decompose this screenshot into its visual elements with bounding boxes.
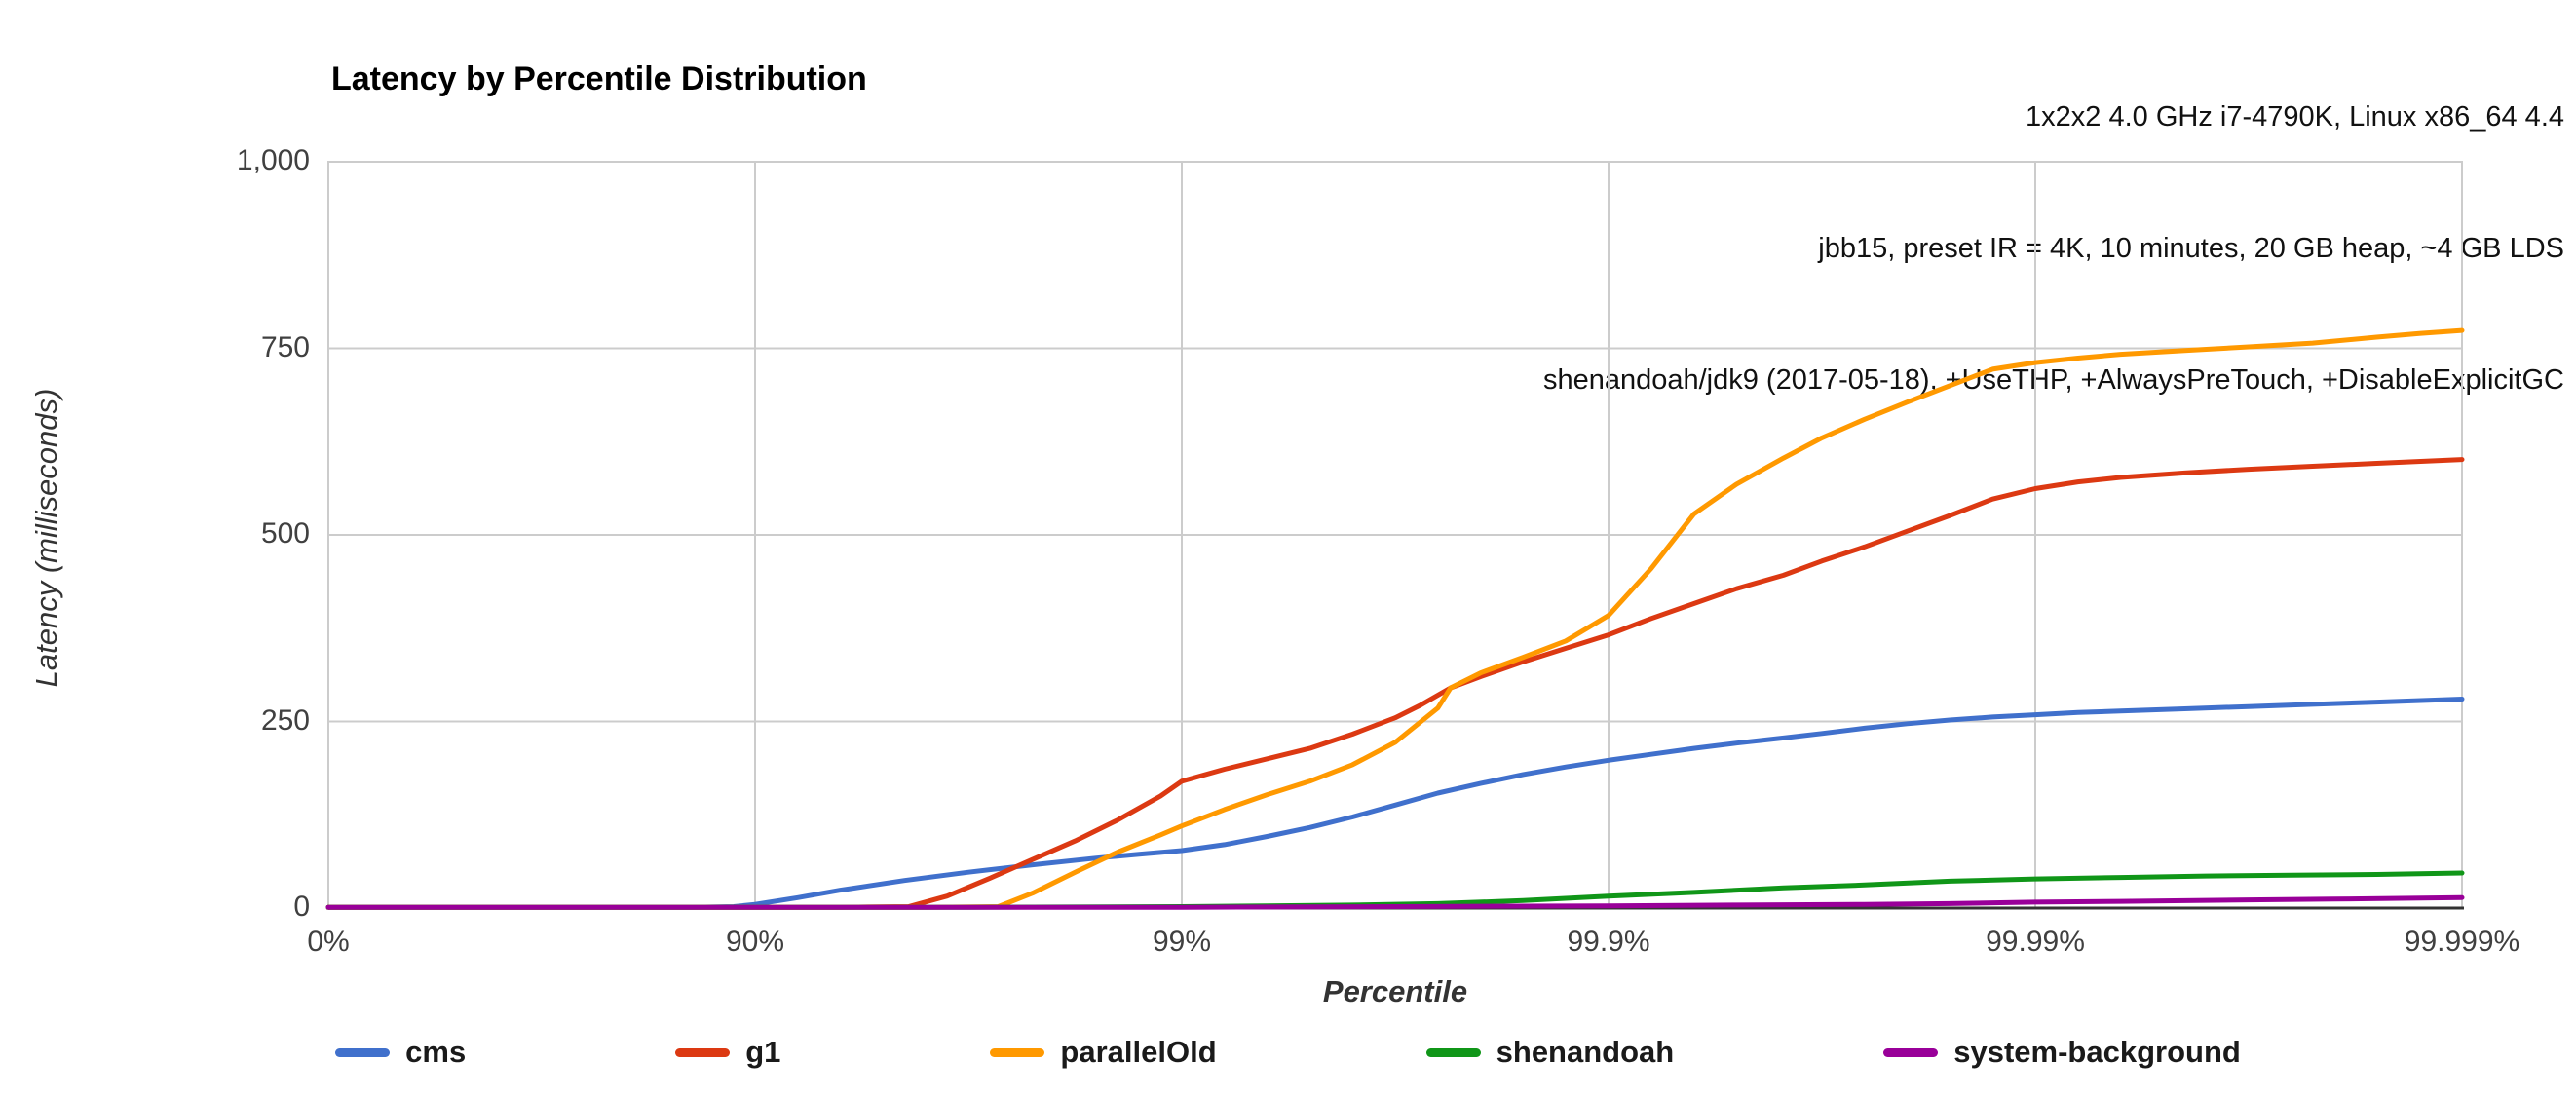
header-hardware-line: 1x2x2 4.0 GHz i7-4790K, Linux x86_64 4.4 (2026, 101, 2564, 133)
x-tick-99.9%: 99.9% (1567, 926, 1650, 958)
x-tick-0%: 0% (307, 926, 350, 958)
legend-label-system-background: system-background (1953, 1035, 2241, 1069)
legend-swatch-parallelOld (990, 1047, 1045, 1057)
legend: cms g1 parallelOld shenandoah system-backgro… (0, 1035, 2576, 1070)
x-tick-90%: 90% (725, 926, 785, 958)
run-config-header: 1x2x2 4.0 GHz i7-4790K, Linux x86_64 4.4… (1543, 8, 2564, 446)
legend-swatch-g1 (675, 1047, 731, 1057)
series-line-g1 (325, 457, 2465, 910)
x-tick-99.99%: 99.99% (1986, 926, 2085, 958)
y-tick-1,000: 1,000 (236, 144, 310, 176)
legend-item-g1: g1 (675, 1035, 780, 1070)
legend-item-shenandoah: shenandoah (1425, 1035, 1675, 1070)
y-tick-250: 250 (260, 703, 310, 737)
chart-title: Latency by Percentile Distribution (331, 60, 867, 97)
x-axis-title: Percentile (1322, 974, 1468, 1008)
x-tick-99%: 99% (1152, 926, 1212, 958)
legend-swatch-system-background (1883, 1047, 1939, 1057)
legend-label-cms: cms (405, 1035, 467, 1069)
legend-label-shenandoah: shenandoah (1496, 1035, 1675, 1069)
legend-item-system-background: system-background (1883, 1035, 2241, 1070)
legend-swatch-shenandoah (1425, 1047, 1481, 1057)
y-tick-500: 500 (260, 517, 310, 550)
header-workload-line: jbb15, preset IR = 4K, 10 minutes, 20 GB… (1818, 233, 2564, 264)
y-tick-750: 750 (260, 330, 310, 363)
series-line-cms (325, 697, 2465, 910)
legend-item-parallelOld: parallelOld (990, 1035, 1217, 1070)
legend-swatch-cms (335, 1047, 391, 1057)
series-line-system-background (325, 894, 2465, 910)
x-tick-99.999%: 99.999% (2404, 926, 2520, 958)
legend-item-cms: cms (335, 1035, 466, 1070)
header-jvm-flags-line: shenandoah/jdk9 (2017-05-18), +UseTHP, +… (1542, 364, 2564, 396)
y-tick-0: 0 (293, 891, 310, 923)
legend-label-parallelOld: parallelOld (1060, 1035, 1217, 1069)
legend-label-g1: g1 (745, 1035, 781, 1069)
series-line-parallelOld (325, 327, 2465, 910)
